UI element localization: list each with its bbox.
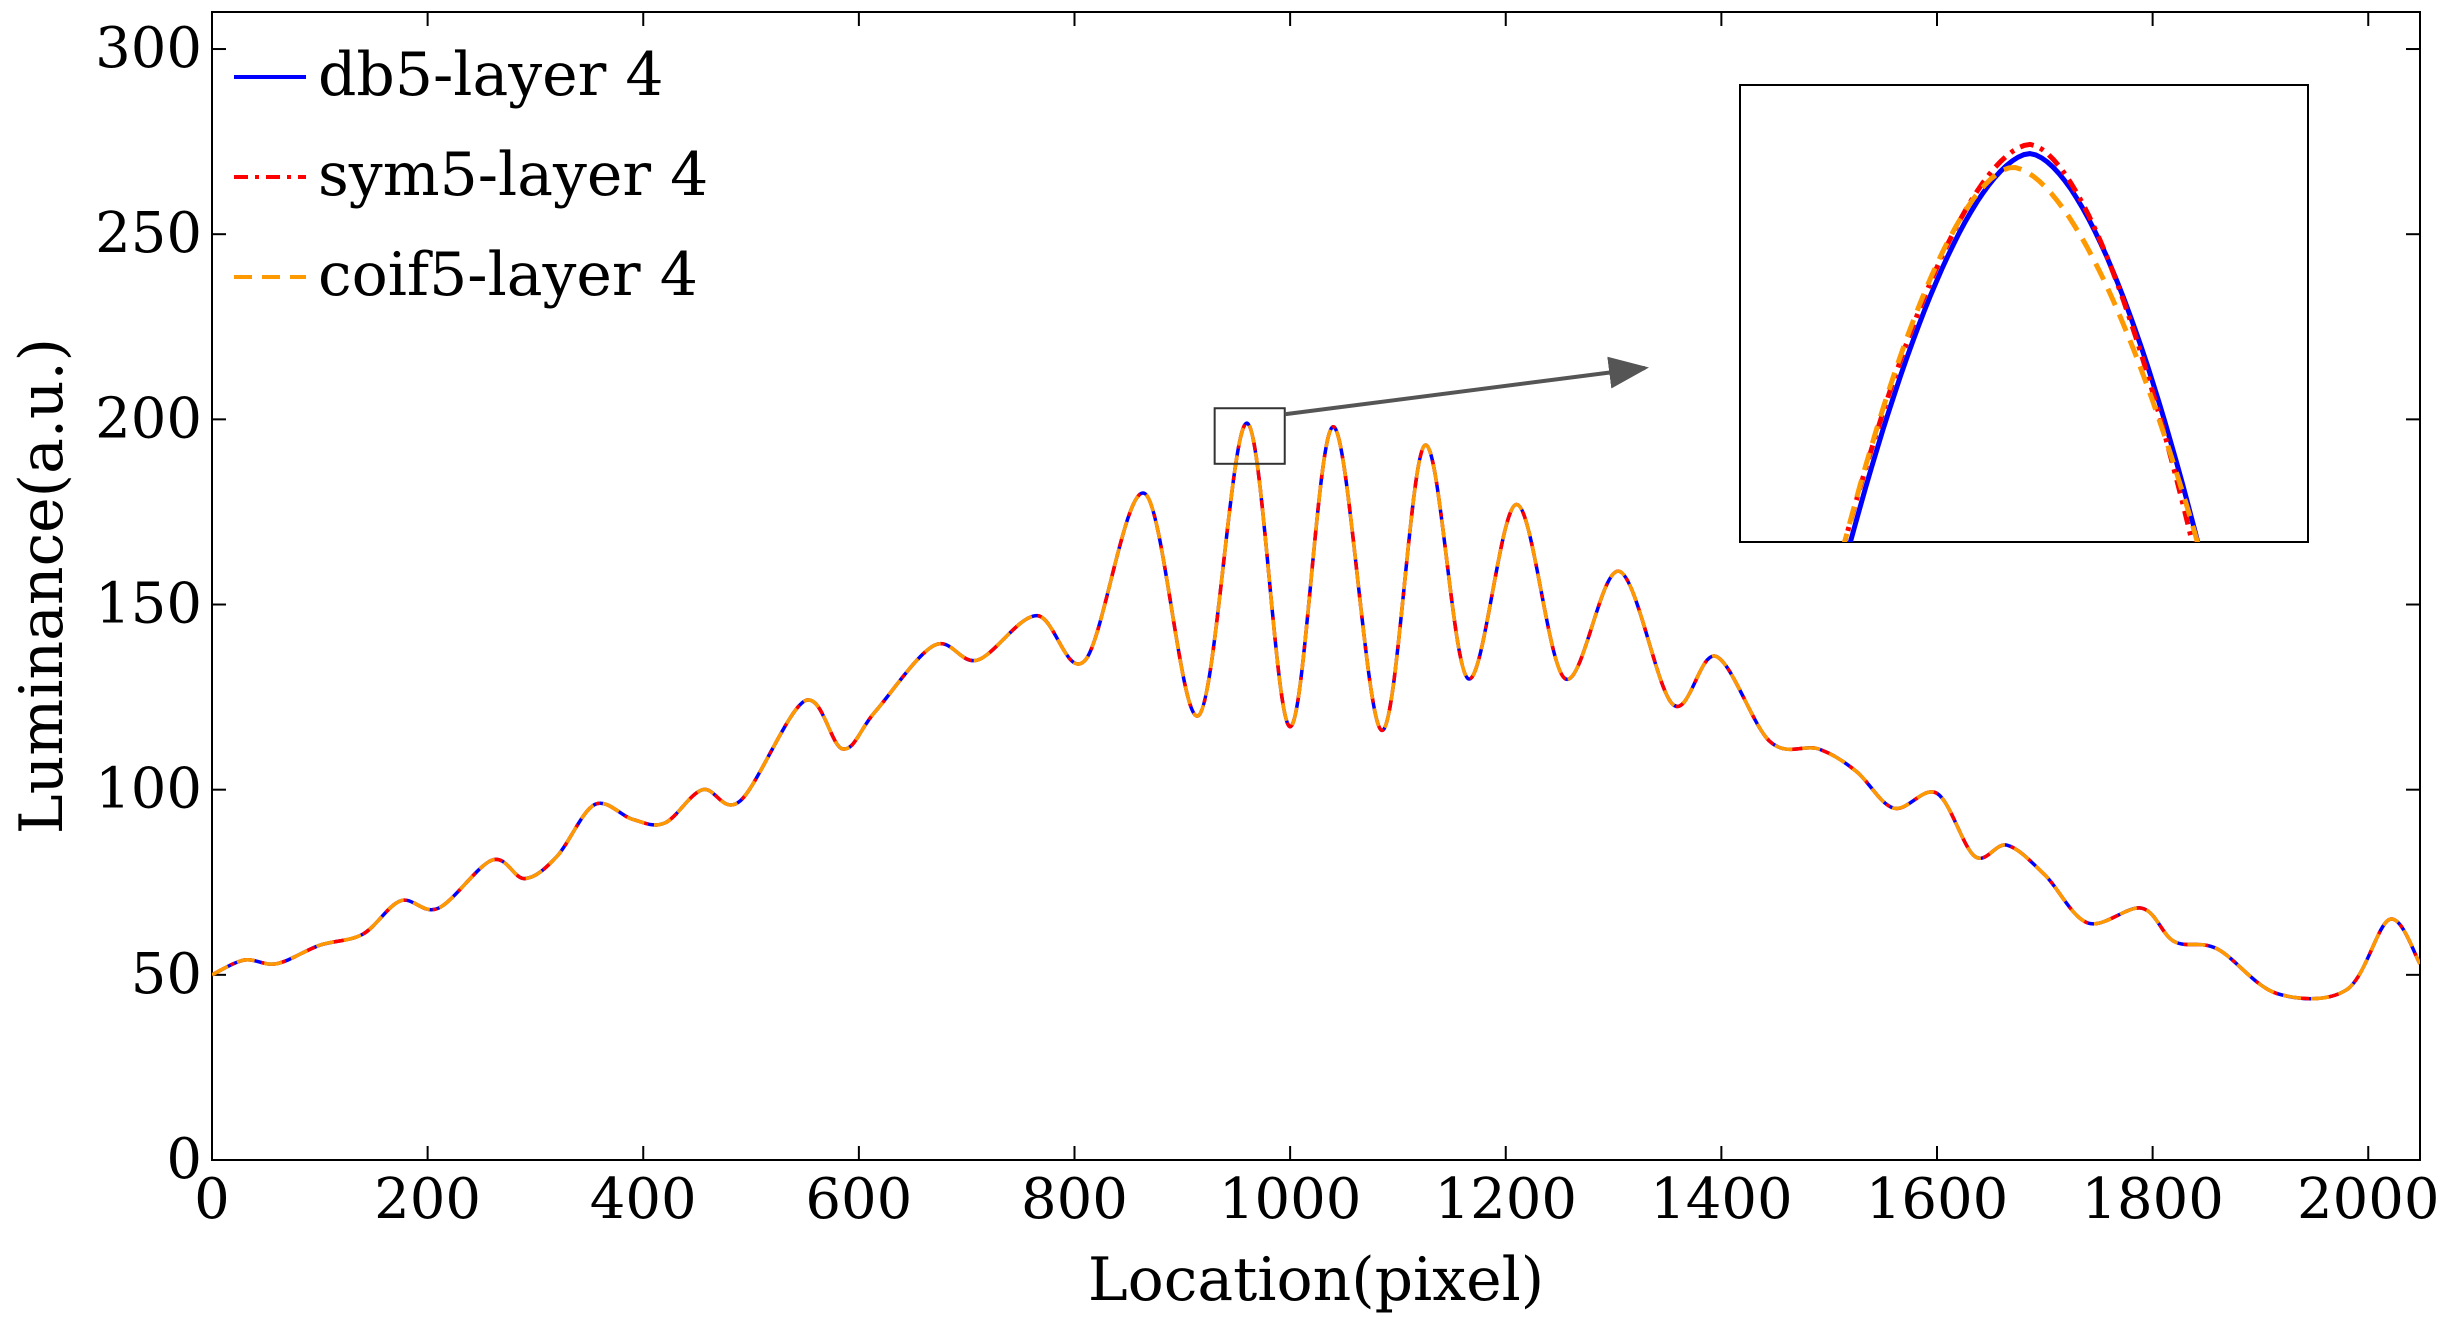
- x-tick-label: 1600: [1866, 1167, 2009, 1232]
- legend: db5-layer 4 sym5-layer 4 coif5-layer 4: [234, 40, 708, 310]
- zoom-box: [1213, 407, 1286, 465]
- legend-label: coif5-layer 4: [318, 240, 698, 310]
- y-axis-ticks: 0 50 100 150 200 250 300: [95, 16, 2420, 1192]
- x-tick-label: 0: [194, 1167, 230, 1232]
- x-tick-label: 1800: [2081, 1167, 2224, 1232]
- zoom-arrow: [1284, 356, 1649, 417]
- x-tick-label: 200: [374, 1167, 481, 1232]
- x-tick-label: 1200: [1434, 1167, 1577, 1232]
- y-tick-label: 150: [95, 572, 202, 637]
- y-tick-label: 0: [166, 1127, 202, 1192]
- series-layer: [212, 421, 2420, 1001]
- x-tick-label: 400: [590, 1167, 697, 1232]
- legend-label: db5-layer 4: [318, 40, 664, 110]
- x-tick-label: 1000: [1219, 1167, 1362, 1232]
- x-tick-label: 600: [805, 1167, 912, 1232]
- y-tick-label: 50: [131, 942, 202, 1007]
- y-tick-label: 300: [95, 16, 202, 81]
- y-axis-title: Luminance(a.u.): [7, 338, 77, 834]
- x-axis-title: Location(pixel): [1088, 1245, 1544, 1315]
- x-axis-ticks: 0 200 400 600 800 1000 1200 1400 1600 1800 2000: [194, 12, 2438, 1232]
- inset-box: [1739, 84, 2309, 543]
- inset-series-layer: [1842, 141, 2201, 542]
- y-tick-label: 100: [95, 757, 202, 822]
- y-tick-label: 200: [95, 386, 202, 451]
- series-line-coif5: [212, 421, 2420, 1001]
- legend-label: sym5-layer 4: [318, 140, 708, 210]
- inset-line-coif5: [1842, 164, 2201, 542]
- y-tick-label: 250: [95, 201, 202, 266]
- x-tick-label: 800: [1021, 1167, 1128, 1232]
- x-tick-label: 2000: [2297, 1167, 2438, 1232]
- inset-zoom: [1739, 84, 2309, 543]
- zoom-annotation: [1213, 356, 1649, 465]
- x-tick-label: 1400: [1650, 1167, 1793, 1232]
